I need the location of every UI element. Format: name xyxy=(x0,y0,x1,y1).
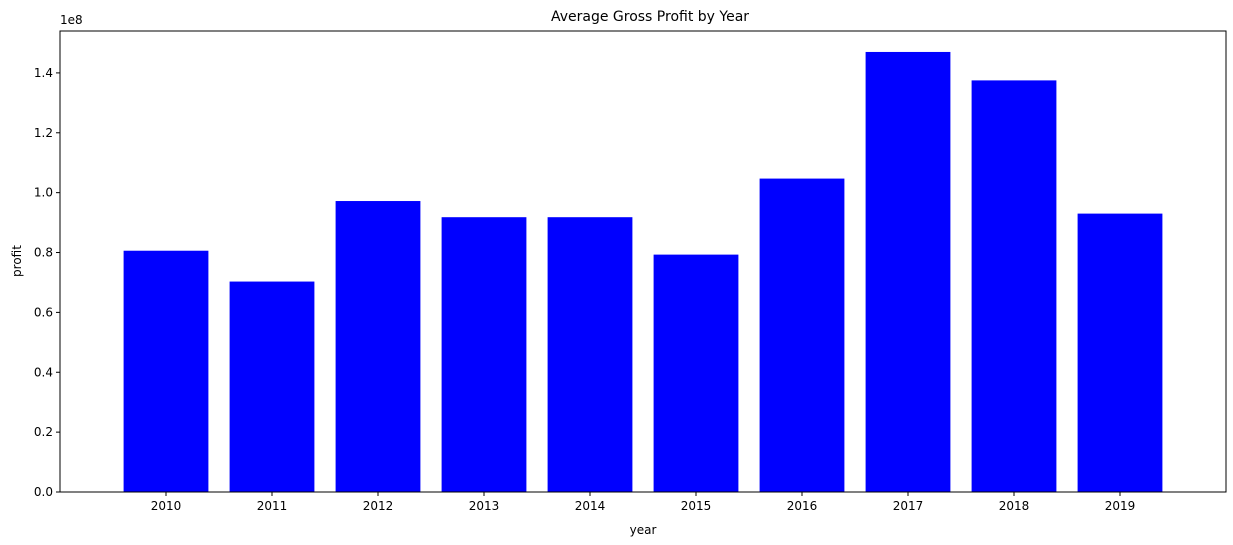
x-tick-label: 2010 xyxy=(151,499,182,513)
bar-2010 xyxy=(123,250,209,492)
y-tick-label: 0.2 xyxy=(34,425,53,439)
y-tick-label: 0.6 xyxy=(34,305,53,319)
bar-2014 xyxy=(547,217,633,492)
bar-2012 xyxy=(335,201,421,492)
bar-2011 xyxy=(229,281,315,492)
x-tick-label: 2015 xyxy=(681,499,712,513)
x-tick-label: 2019 xyxy=(1105,499,1136,513)
x-ticks-group: 2010 2011 2012 2013 2014 2015 2016 2017 2018 2019 xyxy=(151,492,1136,513)
y-axis-label: profit xyxy=(10,245,24,277)
bar-2013 xyxy=(441,217,527,492)
plot-frame xyxy=(59,30,1227,493)
x-axis-label: year xyxy=(630,523,657,537)
bar-2015 xyxy=(653,254,739,492)
y-tick-label: 1.0 xyxy=(34,186,53,200)
bar-2018 xyxy=(971,80,1057,493)
bar-2016 xyxy=(759,178,845,492)
y-tick-label: 1.4 xyxy=(34,66,53,80)
y-tick-label: 0.8 xyxy=(34,246,53,260)
x-tick-label: 2012 xyxy=(363,499,394,513)
x-tick-label: 2018 xyxy=(999,499,1030,513)
y-offset-label: 1e8 xyxy=(60,13,83,27)
bars-group xyxy=(123,51,1163,493)
bar-2019 xyxy=(1077,213,1163,493)
y-tick-label: 0.0 xyxy=(34,485,53,499)
y-ticks-group: 0.0 0.2 0.4 0.6 0.8 1.0 1.2 1.4 xyxy=(34,66,60,499)
y-tick-label: 1.2 xyxy=(34,126,53,140)
x-tick-label: 2014 xyxy=(575,499,606,513)
bar-2017 xyxy=(865,51,951,493)
x-tick-label: 2011 xyxy=(257,499,288,513)
x-tick-label: 2013 xyxy=(469,499,500,513)
x-tick-label: 2016 xyxy=(787,499,818,513)
y-tick-label: 0.4 xyxy=(34,365,53,379)
x-tick-label: 2017 xyxy=(893,499,924,513)
chart-title: Average Gross Profit by Year xyxy=(551,9,749,25)
